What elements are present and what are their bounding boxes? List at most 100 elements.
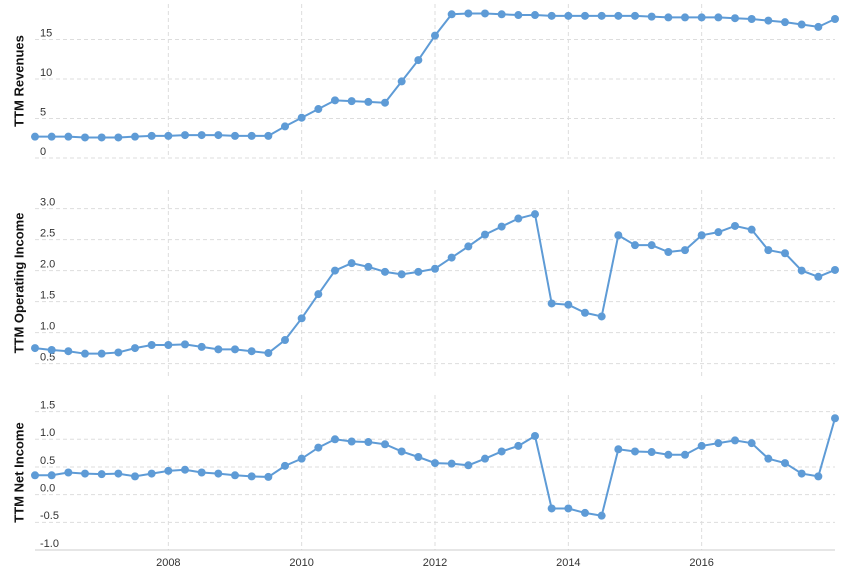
point (397, 77, 406, 86)
y-tick-label: 10 (40, 67, 52, 79)
point (214, 469, 223, 478)
point (331, 266, 339, 275)
point (731, 436, 739, 445)
x-tick-label: 2008 (156, 557, 180, 569)
point (781, 18, 789, 27)
point (797, 469, 806, 478)
point (147, 341, 156, 349)
y-tick-label: 1.0 (40, 321, 55, 333)
point (497, 10, 506, 19)
point (714, 228, 723, 237)
point (747, 15, 756, 24)
point (564, 504, 573, 513)
point (497, 447, 506, 456)
point (181, 340, 189, 349)
point (381, 440, 389, 449)
point (697, 441, 706, 450)
point (531, 431, 539, 440)
point (447, 253, 456, 262)
y-tick-label: 2.0 (40, 259, 55, 271)
point (814, 22, 823, 31)
y-tick-label: 5 (40, 106, 46, 118)
y-axis-title: TTM Revenues (11, 35, 26, 127)
point (397, 270, 406, 279)
y-tick-label: 0 (40, 146, 46, 158)
y-tick-label: 1.0 (40, 427, 55, 439)
point (64, 347, 73, 356)
point (64, 468, 73, 477)
point (597, 511, 606, 520)
point (547, 299, 556, 308)
point (31, 471, 39, 480)
point (747, 225, 756, 234)
point (631, 447, 639, 456)
x-tick-label: 2010 (289, 557, 313, 569)
point (581, 508, 589, 517)
point (264, 131, 273, 140)
point (831, 15, 839, 24)
point (614, 445, 623, 454)
point (47, 345, 56, 354)
point (231, 471, 239, 480)
point (431, 31, 439, 40)
point (731, 14, 739, 23)
point (681, 246, 689, 255)
point (647, 241, 656, 250)
point (781, 249, 789, 258)
point (147, 131, 156, 140)
point (581, 308, 589, 317)
point (797, 20, 806, 29)
point (431, 264, 439, 273)
point (481, 454, 489, 463)
point (414, 453, 423, 461)
point (247, 472, 256, 481)
point (164, 341, 173, 349)
x-tick-label: 2014 (556, 557, 580, 569)
point (564, 300, 573, 309)
point (597, 11, 606, 20)
point (531, 210, 539, 219)
point (114, 469, 123, 478)
point (397, 447, 406, 456)
point (814, 272, 823, 281)
point (364, 262, 373, 271)
point (481, 9, 489, 18)
point (564, 11, 573, 20)
point (214, 345, 223, 354)
point (297, 454, 306, 463)
point (247, 131, 256, 140)
point (614, 11, 623, 20)
point (297, 113, 306, 122)
point (131, 472, 139, 481)
y-tick-label: 0.5 (40, 455, 55, 467)
point (97, 349, 106, 358)
point (97, 470, 106, 479)
point (764, 16, 773, 25)
point (181, 131, 189, 140)
point (147, 469, 156, 478)
point (281, 461, 289, 470)
y-tick-label: 2.5 (40, 228, 55, 240)
point (114, 348, 123, 357)
point (764, 454, 773, 463)
point (714, 439, 723, 448)
point (131, 132, 139, 141)
point (447, 459, 456, 468)
point (381, 267, 389, 276)
point (331, 435, 339, 444)
point (297, 314, 306, 323)
point (314, 105, 323, 114)
point (247, 347, 256, 356)
point (697, 13, 706, 22)
point (231, 345, 239, 354)
point (547, 11, 556, 20)
point (481, 230, 489, 239)
point (47, 132, 56, 141)
point (97, 133, 106, 142)
point (347, 259, 356, 268)
x-tick-label: 2016 (689, 557, 713, 569)
y-tick-label: 0.5 (40, 352, 55, 364)
point (747, 439, 756, 448)
point (131, 344, 139, 353)
